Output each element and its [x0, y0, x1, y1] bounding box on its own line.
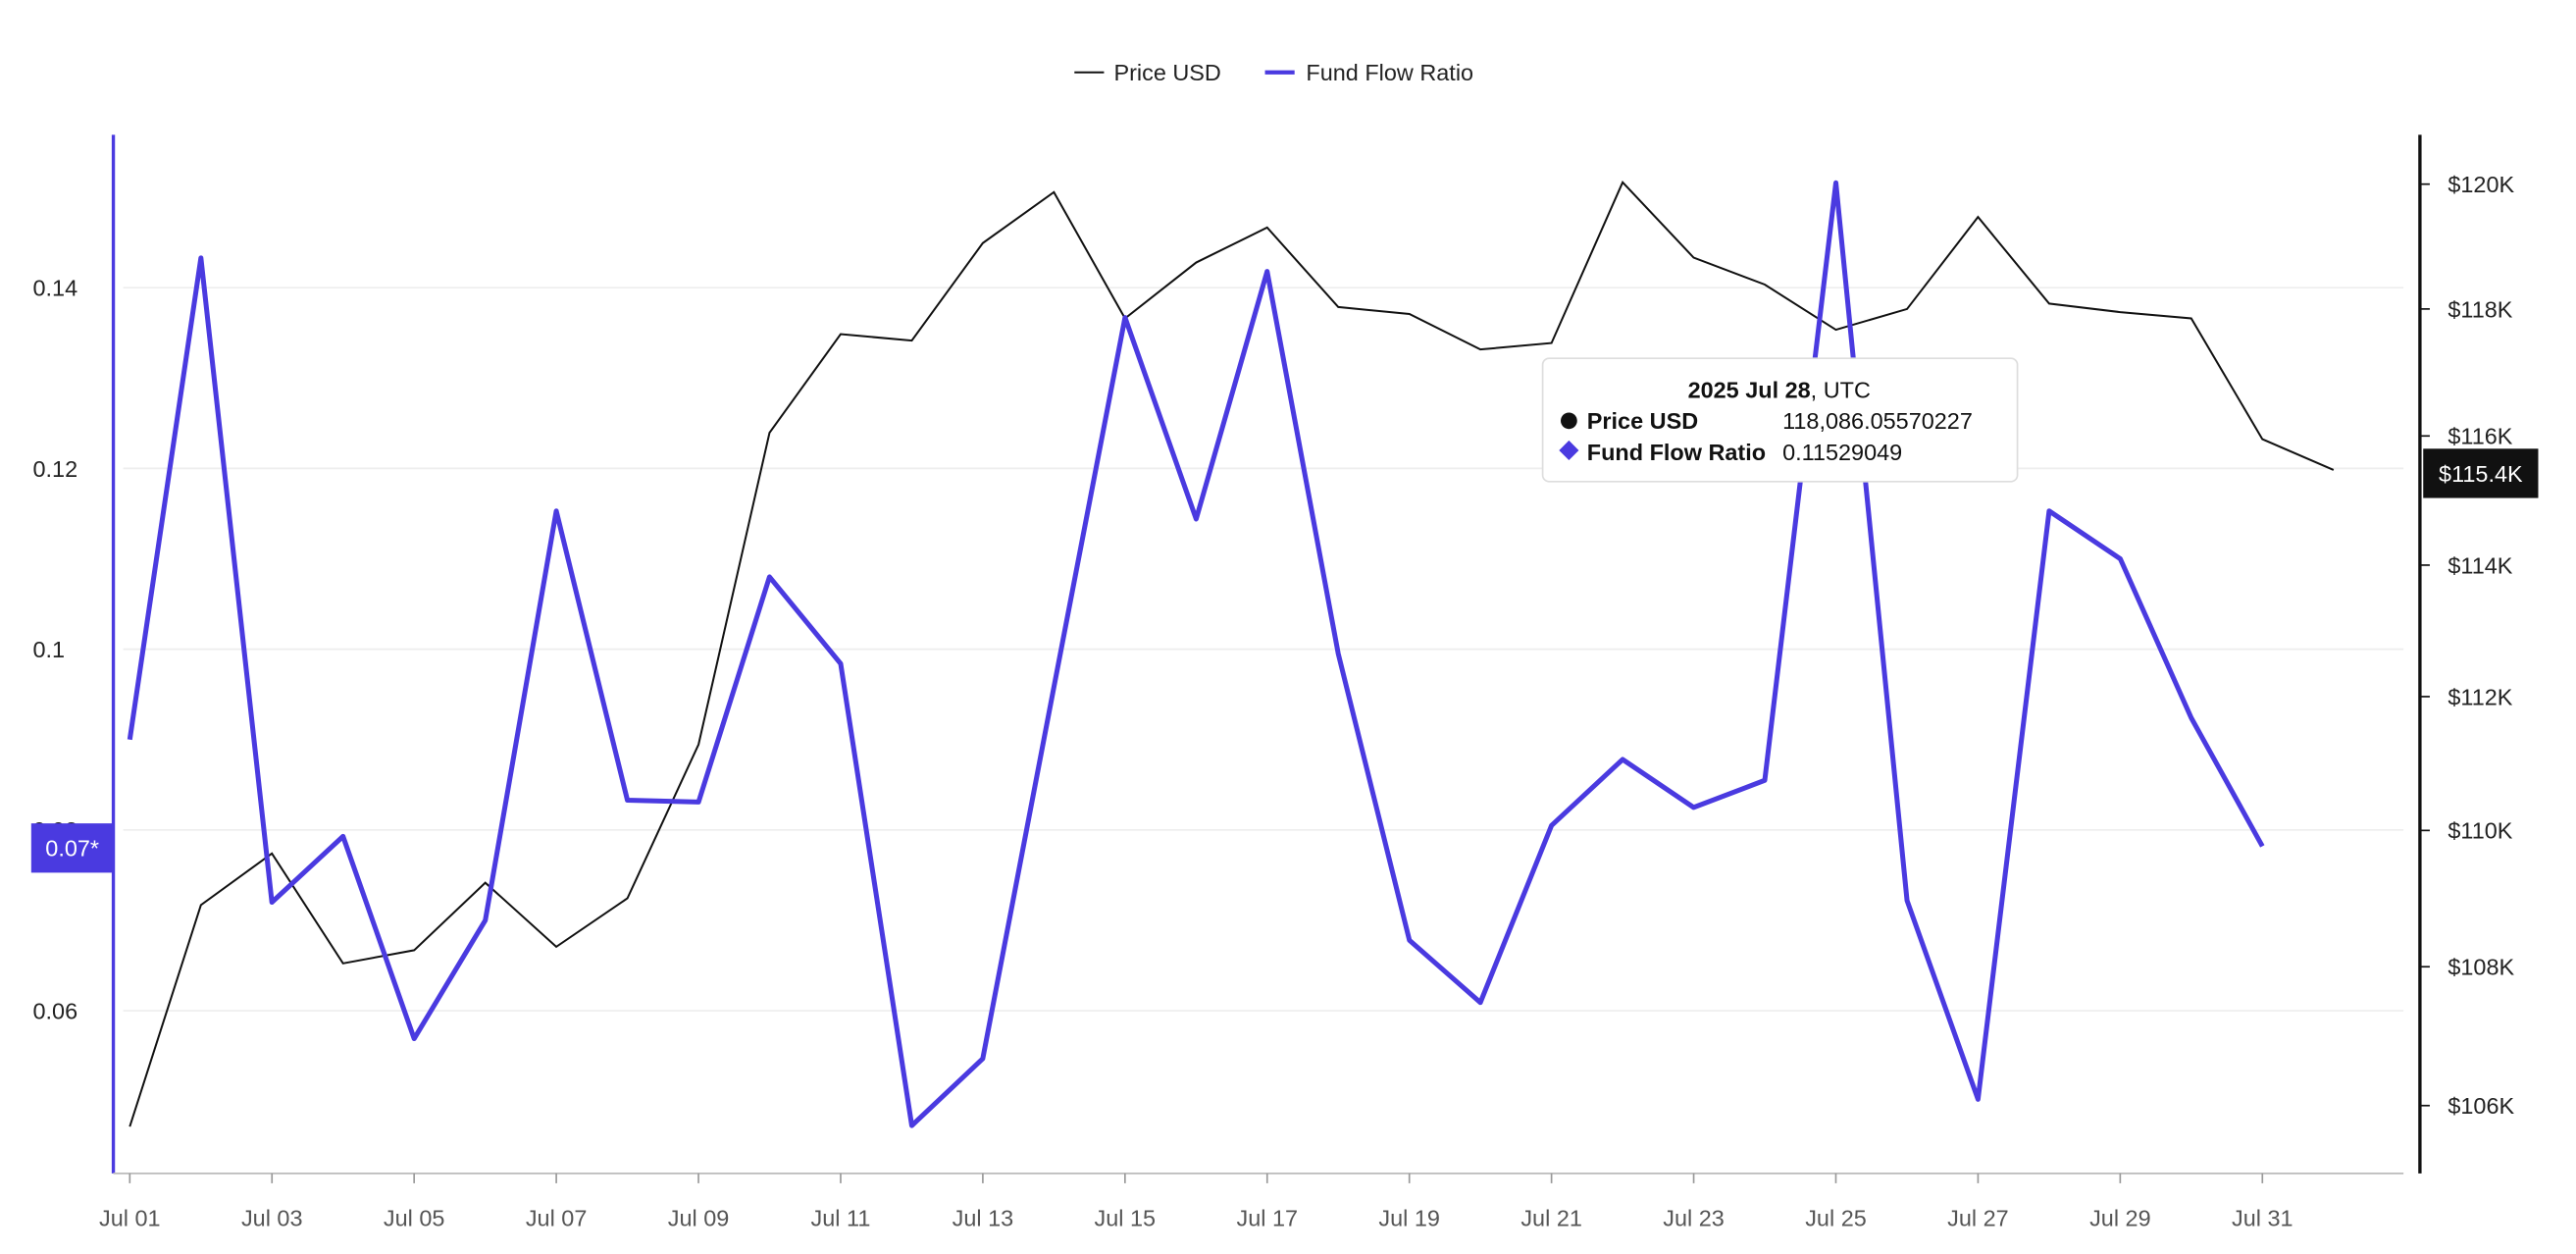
right-current-value-badge	[2423, 448, 2539, 498]
left-current-value-badge	[30, 823, 114, 873]
x-tick-label: Jul 15	[1095, 1205, 1157, 1230]
fund-flow-ratio-line	[127, 180, 2265, 1128]
right-tick-label: $114K	[2447, 552, 2512, 578]
tooltip-fund-flow-label: Fund Flow Ratio	[1587, 440, 1766, 465]
svg-text:2025 Jul 28, UTC: 2025 Jul 28, UTC	[1688, 377, 1871, 402]
x-tick-label: Jul 17	[1236, 1205, 1298, 1230]
right-tick-label: $108K	[2447, 955, 2514, 980]
tooltip-fund-flow-value: 0.11529049	[1782, 440, 1902, 465]
left-tick-label: 0.06	[32, 998, 77, 1023]
right-tick-label: $118K	[2447, 296, 2512, 322]
tooltip-fund-flow-diamond-icon	[1559, 440, 1579, 461]
x-tick-label: Jul 29	[2089, 1205, 2151, 1230]
left-tick-label: 0.14	[32, 276, 77, 301]
legend-label-price[interactable]: Price USD	[1113, 60, 1220, 85]
legend-label-fund-flow[interactable]: Fund Flow Ratio	[1306, 60, 1473, 85]
x-tick-label: Jul 03	[241, 1205, 303, 1230]
x-tick-label: Jul 01	[99, 1205, 161, 1230]
x-tick-label: Jul 25	[1805, 1205, 1867, 1230]
tooltip-price-value: 118,086.05570227	[1782, 408, 1973, 434]
left-current-value-label: 0.07*	[45, 836, 99, 862]
price-usd-line	[129, 181, 2335, 1127]
axes	[111, 134, 2422, 1175]
x-tick-label: Jul 09	[668, 1205, 730, 1230]
tooltip: 2025 Jul 28, UTC Price USD 118,086.05570…	[1541, 357, 2019, 483]
right-tick-label: $106K	[2447, 1093, 2514, 1119]
right-tick-label: $110K	[2447, 818, 2512, 844]
x-tick-label: Jul 11	[811, 1205, 871, 1230]
x-tick-label: Jul 19	[1378, 1205, 1440, 1230]
x-tick-label: Jul 05	[384, 1205, 445, 1230]
tooltip-tz: , UTC	[1811, 377, 1871, 402]
right-current-value-label: $115.4K	[2439, 461, 2523, 487]
left-tick-label: 0.1	[32, 637, 65, 662]
x-tick-label: Jul 27	[1947, 1205, 2009, 1230]
x-tick-label: Jul 23	[1663, 1205, 1725, 1230]
legend: Price USD Fund Flow Ratio	[1074, 60, 1473, 85]
x-tick-label: Jul 31	[2232, 1205, 2293, 1230]
tooltip-price-dot-icon	[1561, 412, 1577, 430]
tooltip-price-label: Price USD	[1587, 408, 1698, 434]
right-tick-label: $120K	[2447, 172, 2514, 197]
right-tick-label: $116K	[2447, 424, 2512, 449]
x-tick-label: Jul 13	[953, 1205, 1014, 1230]
x-tick-label: Jul 07	[526, 1205, 588, 1230]
left-tick-label: 0.12	[32, 456, 77, 482]
tooltip-date: 2025 Jul 28	[1688, 377, 1811, 402]
x-tick-label: Jul 21	[1520, 1205, 1582, 1230]
right-tick-label: $112K	[2447, 684, 2512, 709]
